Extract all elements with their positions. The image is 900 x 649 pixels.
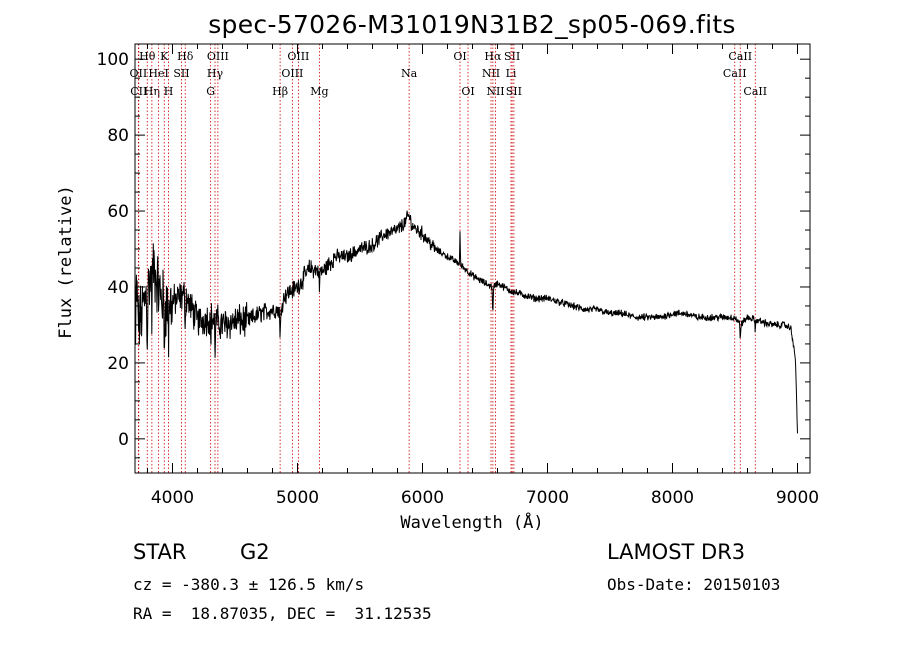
- x-tick-label: 6000: [401, 488, 444, 508]
- survey-name: LAMOST DR3: [607, 540, 746, 564]
- spectral-line-label: Hβ: [272, 85, 288, 98]
- spectral-class: STAR: [133, 540, 187, 564]
- y-tick-label: 80: [107, 126, 129, 146]
- spectral-line-label: OIII: [281, 67, 303, 80]
- chart-title: spec-57026-M31019N31B2_sp05-069.fits: [208, 10, 736, 39]
- x-tick-label: 5000: [276, 488, 319, 508]
- spectral-line-label: CaII: [728, 50, 752, 63]
- x-axis-label: Wavelength (Å): [400, 511, 543, 533]
- spectral-line-label: OIII: [287, 50, 309, 63]
- spectral-line-label: CaII: [743, 85, 767, 98]
- y-tick-label: 100: [97, 50, 129, 70]
- spectral-line-label: CII: [130, 85, 147, 98]
- spectral-line-label: OIII: [207, 50, 229, 63]
- spectral-line-label: CaII: [723, 67, 747, 80]
- spectrum-layer: [135, 210, 798, 434]
- x-tick-label: 8000: [651, 488, 694, 508]
- y-axis-label: Flux (relative): [56, 185, 76, 339]
- spectral-line-label: Li: [506, 67, 517, 80]
- spectral-line-label: H: [164, 85, 174, 98]
- spectral-line-label: OI: [453, 50, 466, 63]
- spectral-line-label: NII: [486, 85, 504, 98]
- y-tick-label: 60: [107, 202, 129, 222]
- spectral-line-label: SII: [504, 50, 520, 63]
- y-tick-label: 40: [107, 278, 129, 298]
- spectral-line-markers: HθOIICIIHηHeIKHSIIHδGHγOIIIHβOIIIOIIIMgN…: [130, 44, 767, 473]
- spectral-line-label: OI: [461, 85, 474, 98]
- observation-date: Obs-Date: 20150103: [607, 575, 781, 594]
- spectral-line-label: Hδ: [177, 50, 194, 63]
- axis-ticks: 4000 5000 6000 7000 8000 9000 0 20 40 60 80 100: [97, 44, 819, 508]
- x-tick-label: 4000: [151, 488, 194, 508]
- spectral-line-label: Na: [401, 67, 418, 80]
- spectral-line-label: G: [206, 85, 215, 98]
- plot-frame: [134, 43, 811, 474]
- spectral-line-label: Hθ: [139, 50, 156, 63]
- spectral-subclass: G2: [240, 540, 270, 564]
- spectral-line-label: SII: [506, 85, 522, 98]
- spectral-line-label: SII: [173, 67, 189, 80]
- spectral-line-label: Mg: [310, 85, 328, 98]
- sky-coordinates: RA = 18.87035, DEC = 31.12535: [133, 604, 432, 623]
- spectral-line-label: NII: [482, 67, 500, 80]
- y-tick-label: 20: [107, 354, 129, 374]
- spectral-line-label: Hγ: [207, 67, 224, 80]
- spectral-line-label: Hα: [484, 50, 502, 63]
- y-tick-label: 0: [118, 430, 129, 450]
- spectral-line-label: K: [160, 50, 169, 63]
- x-tick-label: 9000: [776, 488, 819, 508]
- spectrum-flux-line: [135, 210, 798, 434]
- x-tick-label: 7000: [526, 488, 569, 508]
- spectral-line-label: HeI: [148, 67, 168, 80]
- spectral-line-label: Hη: [144, 85, 160, 98]
- redshift-value: cz = -380.3 ± 126.5 km/s: [133, 575, 365, 594]
